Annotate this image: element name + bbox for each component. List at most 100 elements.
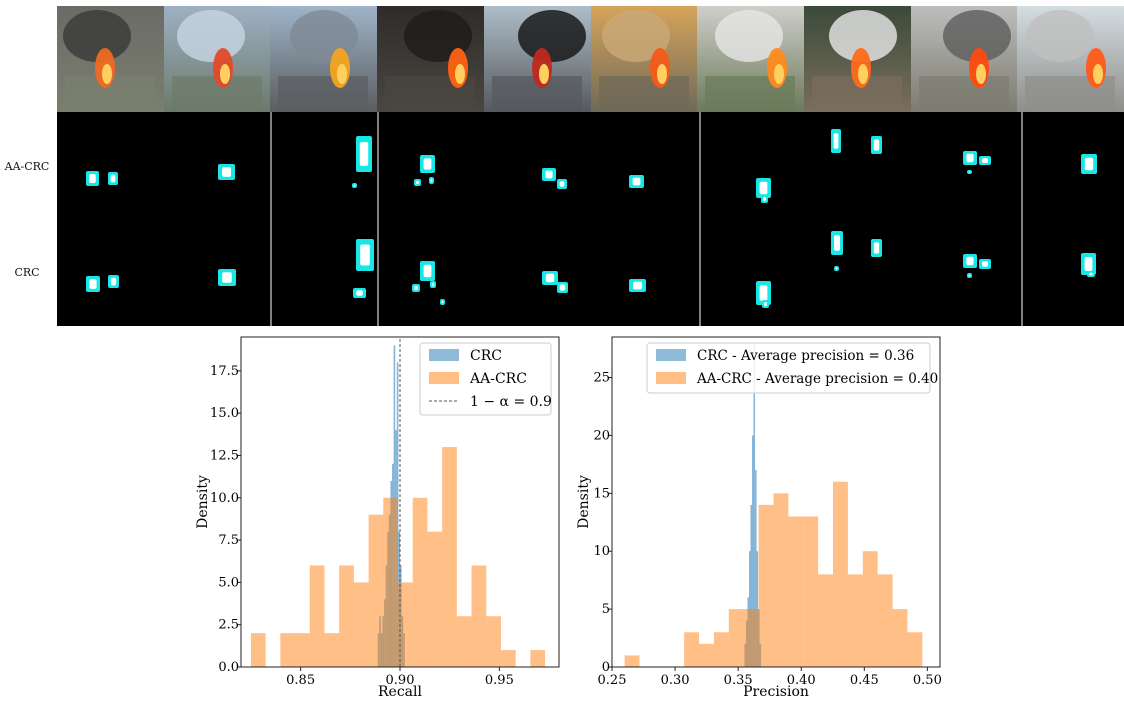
mask-blob-core <box>110 174 116 183</box>
mask-blob-core <box>356 290 363 296</box>
histogram-bar <box>752 435 754 667</box>
histogram-bar <box>486 616 501 667</box>
fire-photo <box>270 6 378 112</box>
x-tick-label: 0.95 <box>485 673 514 688</box>
mask-blob-core <box>441 300 444 304</box>
y-tick-label: 15 <box>593 486 610 501</box>
histogram-bar <box>713 632 729 667</box>
histogram-bar <box>907 632 923 667</box>
histogram-bar <box>280 633 296 667</box>
mask-grid <box>57 112 1124 326</box>
crc-legend-swatch <box>429 349 459 361</box>
histogram-bar <box>788 516 804 667</box>
y-tick-label: 0.0 <box>218 660 239 675</box>
recall-chart: 0.85 0.90 0.95 0.0 2.5 5.0 7.5 10.0 12.5 15.0 17.… <box>195 336 560 700</box>
mask-blob-core <box>545 170 553 179</box>
mask-blob-core <box>110 277 117 286</box>
mask-blob-core <box>833 133 839 149</box>
precision-legend-box <box>646 342 931 394</box>
threshold-legend-label: 1 − α = 0.9 <box>470 394 552 410</box>
histogram-bar <box>755 470 757 667</box>
mask-blob-core <box>1084 157 1094 171</box>
histogram-bar <box>847 574 863 667</box>
y-tick-label: 5.0 <box>218 575 239 590</box>
mask-blob-core <box>982 158 988 163</box>
mask-blob-core <box>968 274 971 277</box>
crc-precision-legend-swatch <box>656 349 686 361</box>
histogram-bar <box>743 609 759 667</box>
aa-crc-precision-legend-label: AA-CRC - Average precision = 0.40 <box>696 371 938 387</box>
histogram-bar <box>295 633 310 667</box>
mask-blob-core <box>966 153 974 163</box>
histogram-bar <box>309 565 325 667</box>
mask-blob-core <box>559 284 566 291</box>
histogram-bar <box>250 633 266 667</box>
precision-x-label: Precision <box>743 684 809 700</box>
mask-blob-core <box>559 181 565 187</box>
mask-blob-core <box>430 178 433 183</box>
histogram-bar <box>324 633 340 667</box>
histogram-bar <box>750 504 753 667</box>
y-tick-label: 15.0 <box>210 406 239 421</box>
histogram-bar <box>684 632 700 667</box>
histogram-bar <box>412 497 428 667</box>
y-tick-label: 25 <box>593 371 610 386</box>
mask-blob-core <box>431 282 435 287</box>
y-tick-label: 17.5 <box>210 364 239 379</box>
mask-blob-core <box>89 279 97 289</box>
histogram-bar <box>862 551 878 667</box>
histogram-bar <box>398 582 413 667</box>
histogram-bar <box>749 551 751 667</box>
histogram-bar <box>471 565 487 667</box>
mask-blob-core <box>982 261 988 267</box>
mask-blob-core <box>835 267 838 270</box>
x-tick-label: 0.25 <box>598 673 627 688</box>
histogram-bar <box>368 514 384 667</box>
fire-photo <box>377 6 485 112</box>
histogram-bar <box>500 650 516 667</box>
mask-blob-core <box>966 256 974 266</box>
precision-y-label: Density <box>576 475 592 529</box>
mask-blob-core <box>360 244 370 266</box>
histogram-bar <box>877 574 893 667</box>
mask-blob-core <box>632 177 641 186</box>
mask-blob-core <box>423 158 432 170</box>
precision-y-ticks: 0 5 10 15 20 25 <box>593 371 612 675</box>
histogram-bar <box>530 650 546 667</box>
y-tick-label: 20 <box>593 428 610 443</box>
y-tick-label: 12.5 <box>210 448 239 463</box>
mask-blob-core <box>873 139 880 151</box>
recall-legend: CRC AA-CRC 1 − α = 0.9 <box>419 342 552 416</box>
histogram-bar <box>624 655 640 667</box>
histogram-bar <box>833 481 848 667</box>
fire-photo <box>803 6 911 112</box>
recall-y-label: Density <box>195 475 211 529</box>
mask-blob-core <box>1084 257 1093 271</box>
aa-crc-row-label: AA-CRC <box>4 160 50 173</box>
histogram-bar <box>456 616 472 667</box>
precision-aa-crc-bars <box>624 481 923 667</box>
mask-blob-core <box>353 184 356 187</box>
aa-crc-legend-swatch <box>429 372 459 384</box>
histogram-bar <box>699 643 714 667</box>
histogram-bar <box>339 565 354 667</box>
y-tick-label: 0 <box>602 660 610 675</box>
precision-chart: 0.25 0.30 0.35 0.40 0.45 0.50 0 5 10 15 20 25 Prec… <box>576 336 942 700</box>
x-tick-label: 0.50 <box>913 673 942 688</box>
mask-blob-core <box>759 181 768 195</box>
x-tick-label: 0.85 <box>286 673 315 688</box>
y-tick-label: 2.5 <box>218 618 239 633</box>
mask-blob-core <box>545 273 555 283</box>
mask-blob-core <box>414 285 418 291</box>
crc-row-label: CRC <box>14 266 40 279</box>
x-tick-label: 0.30 <box>661 673 690 688</box>
fire-photo <box>590 6 698 112</box>
histogram-bar <box>892 609 908 667</box>
mask-blob-core <box>633 281 642 290</box>
histogram-bar <box>773 493 789 667</box>
mask-blob-core <box>1089 272 1093 276</box>
histogram-bar <box>442 447 457 667</box>
y-tick-label: 7.5 <box>218 533 239 548</box>
mask-blob-core <box>359 142 369 166</box>
crc-precision-legend-label: CRC - Average precision = 0.36 <box>697 348 914 364</box>
